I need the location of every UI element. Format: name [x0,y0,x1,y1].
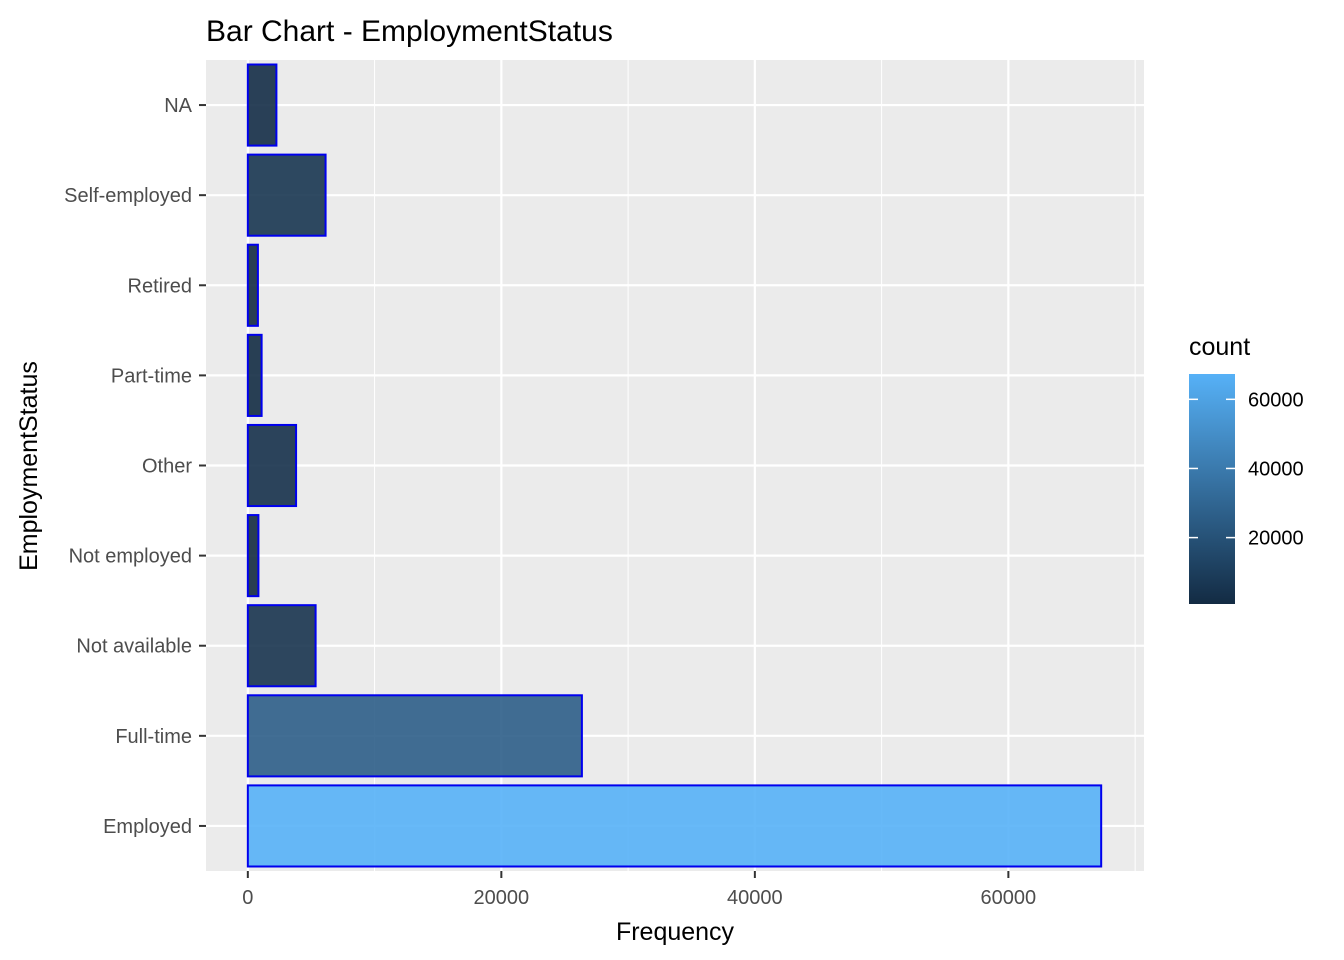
y-tick-label: Employed [103,816,192,838]
x-axis-title: Frequency [616,918,735,946]
bar-full-time [246,694,583,778]
legend-tick-label: 20000 [1248,528,1304,550]
bar-retired [246,243,259,327]
bar-other [246,423,298,508]
x-tick-label: 40000 [727,887,783,909]
y-tick-label: Self-employed [64,185,192,207]
bar-not-employed [246,514,260,598]
x-tick-label: 60000 [981,887,1037,909]
x-tick-label: 20000 [474,887,530,909]
legend-ticks: 20000 40000 60000 [1189,389,1304,550]
y-tick-label: Not available [76,636,192,658]
legend-title: count [1189,333,1250,361]
bar-self-employed [246,153,327,237]
bars [246,63,1103,868]
chart-title: Bar Chart - EmploymentStatus [206,15,613,48]
legend-colorbar [1189,374,1235,604]
y-tick-label: NA [164,95,192,117]
legend-tick-label: 40000 [1248,458,1304,480]
legend-tick-label: 60000 [1248,389,1304,411]
x-tick-label: 0 [242,887,253,909]
legend: count 20000 40000 60000 [1189,333,1304,604]
bar-employed [246,784,1103,868]
y-tick-label: Retired [128,275,192,297]
y-tick-label: Part-time [111,365,192,387]
x-axis: 0 20000 40000 60000 [242,871,1036,909]
bar-part-time [246,333,263,417]
bar-na [246,63,278,147]
bar-not-available [246,604,317,688]
y-tick-label: Full-time [115,726,192,748]
y-tick-label: Other [142,456,192,478]
y-tick-label: Not employed [69,546,192,568]
y-axis-title: EmploymentStatus [15,361,43,571]
y-axis: Employed Full-time Not available Not employ… [64,95,206,838]
